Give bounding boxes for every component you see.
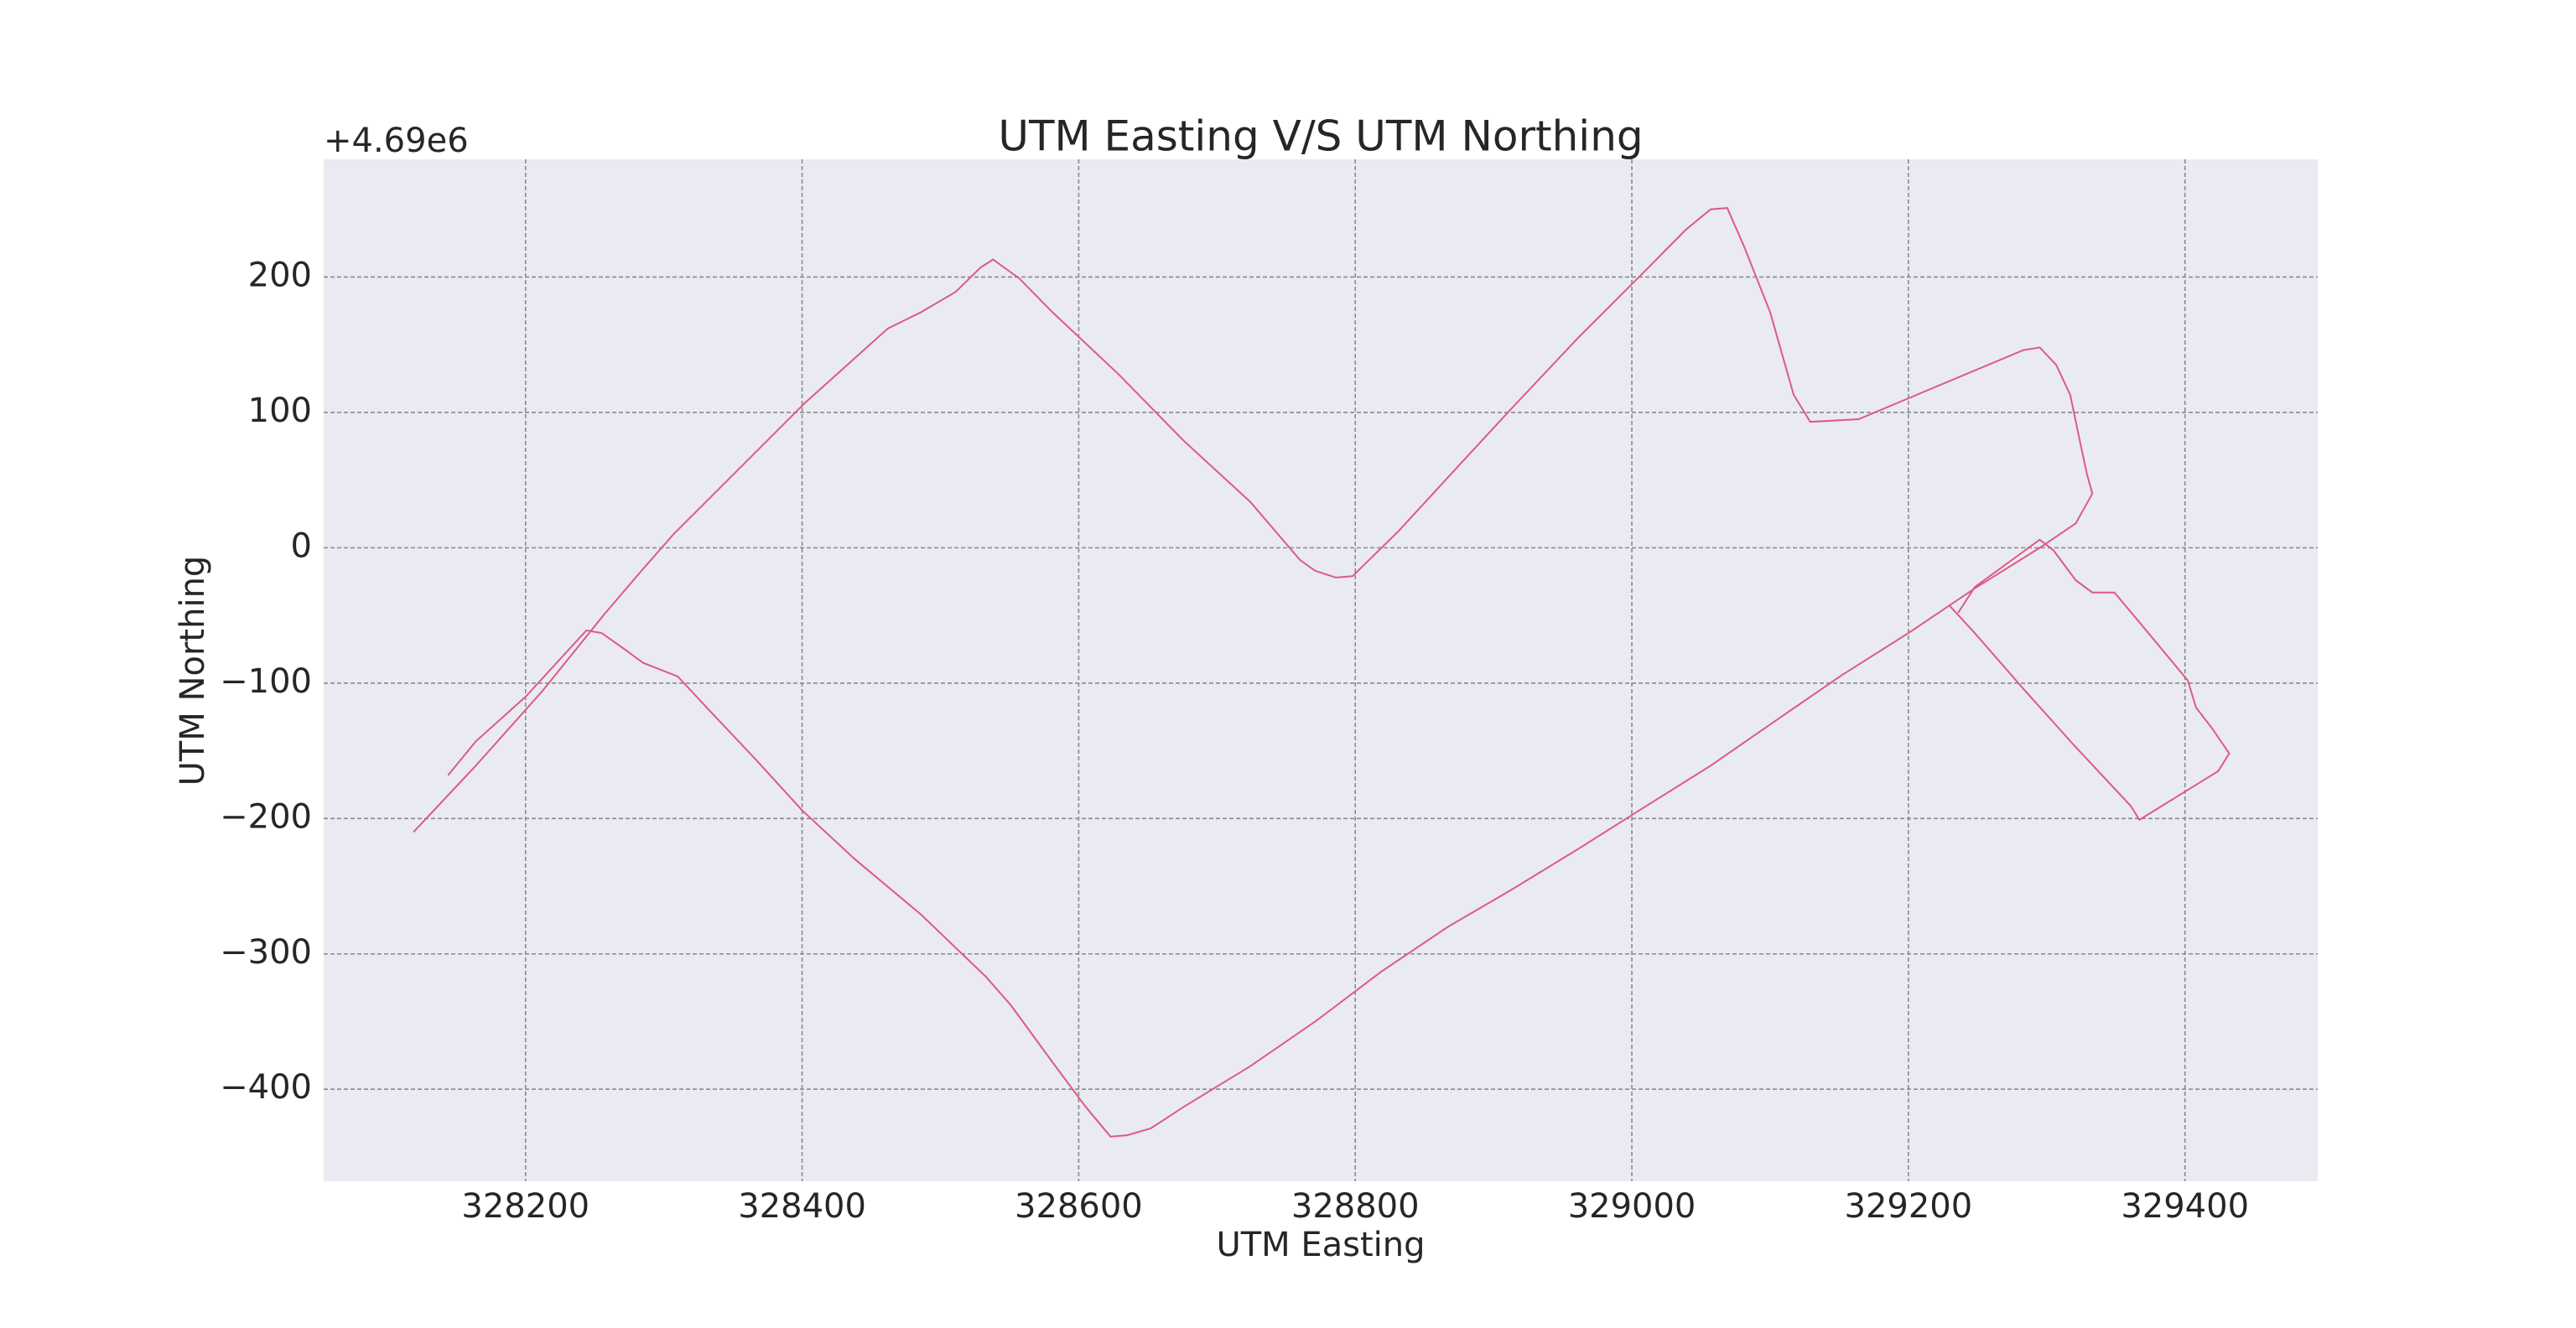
y-tick-label: 100 — [248, 392, 312, 430]
x-tick-label: 328400 — [738, 1187, 866, 1226]
x-tick-label: 328600 — [1015, 1187, 1143, 1226]
y-tick-label: −200 — [220, 797, 312, 836]
y-offset: +4.69e6 — [324, 122, 469, 160]
y-tick-label: −400 — [220, 1068, 312, 1107]
data-line — [413, 207, 2231, 1138]
x-tick-label: 329400 — [2121, 1187, 2249, 1226]
chart-title: UTM Easting V/S UTM Northing — [998, 112, 1643, 161]
x-axis-label: UTM Easting — [1216, 1226, 1425, 1264]
y-tick-label: 200 — [248, 256, 312, 294]
plot-area — [324, 159, 2318, 1181]
x-tick-label: 329200 — [1845, 1187, 1973, 1226]
y-tick-label: 0 — [291, 527, 312, 565]
x-tick-label: 328200 — [461, 1187, 589, 1226]
y-tick-label: −100 — [220, 662, 312, 701]
y-tick-label: −300 — [220, 933, 312, 972]
x-tick-label: 329000 — [1568, 1187, 1696, 1226]
y-axis-label: UTM Northing — [174, 556, 212, 786]
x-tick-label: 328800 — [1291, 1187, 1420, 1226]
